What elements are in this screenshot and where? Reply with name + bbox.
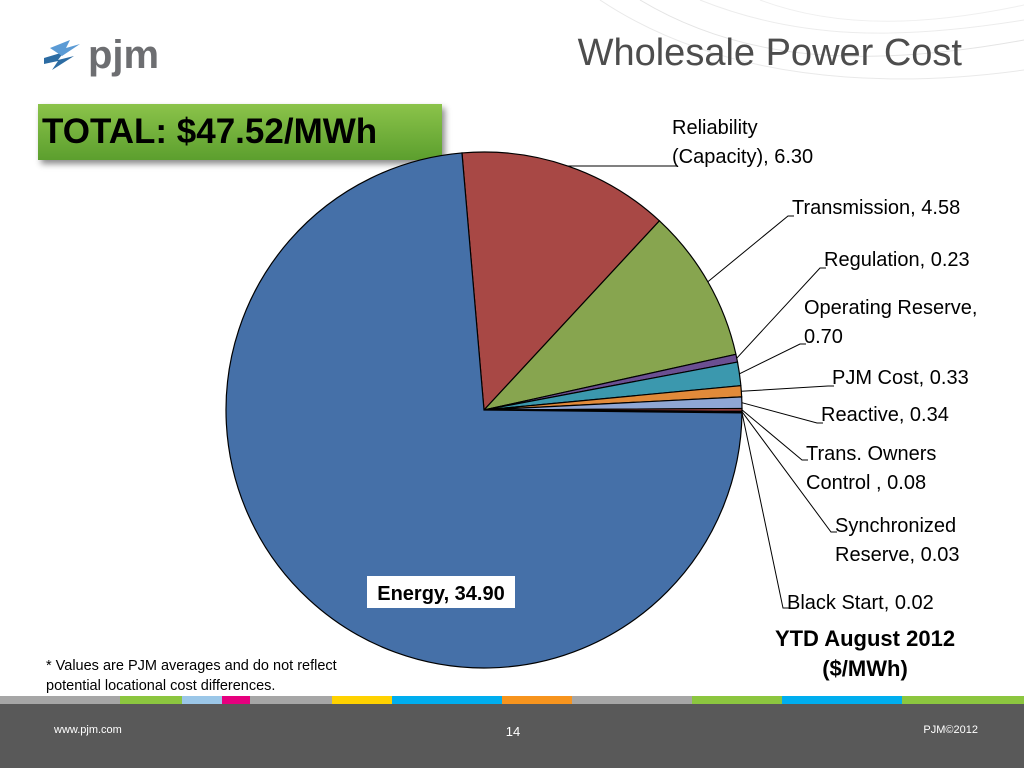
stripe-segment xyxy=(120,696,182,704)
pie-slice-reliability-capacity xyxy=(461,151,661,412)
data-label-reactive: Reactive, 0.34 xyxy=(821,404,949,426)
data-label-trans-owners-control: Trans. Owners Control , 0.08 xyxy=(806,443,936,494)
stripe-segment xyxy=(502,696,572,704)
total-banner: TOTAL: $47.52/MWh xyxy=(38,104,442,160)
data-label-energy: Energy, 34.90 xyxy=(367,576,515,608)
caption-line-2: ($/MWh) xyxy=(822,656,908,681)
leader-line xyxy=(741,412,789,609)
stripe-segment xyxy=(782,696,902,704)
data-label-transmission: Transmission, 4.58 xyxy=(792,197,960,219)
leader-line xyxy=(707,215,794,283)
page-number: 14 xyxy=(505,724,521,739)
leader-line xyxy=(741,409,808,461)
data-label-pjm-cost: PJM Cost, 0.33 xyxy=(832,367,969,389)
caption-line-1: YTD August 2012 xyxy=(774,626,956,651)
leader-line xyxy=(739,343,806,375)
stripe-segment xyxy=(692,696,782,704)
stripe-segment xyxy=(902,696,1024,704)
pie-chart: Reliability (Capacity), 6.30 Transmission,… xyxy=(225,117,977,669)
footer-url[interactable]: www.pjm.com xyxy=(54,724,122,736)
stripe-segment xyxy=(222,696,250,704)
leader-line xyxy=(736,267,826,359)
color-stripe xyxy=(0,696,1024,704)
chart-caption: YTD August 2012 ($/MWh) xyxy=(760,624,970,684)
leader-line xyxy=(741,402,823,424)
logo-text: pjm xyxy=(88,33,159,77)
data-label-operating-reserve: Operating Reserve, 0.70 xyxy=(804,297,977,348)
data-label-regulation: Regulation, 0.23 xyxy=(824,249,970,271)
footer-copyright: PJM©2012 xyxy=(923,724,978,736)
footnote-line-1: * Values are PJM averages and do not ref… xyxy=(46,658,337,674)
stripe-segment xyxy=(250,696,332,704)
leader-line xyxy=(741,411,837,533)
pie-slice-energy xyxy=(225,152,743,669)
leader-line xyxy=(741,385,834,392)
stripe-segment xyxy=(182,696,222,704)
data-label-synchronized-reserve: Synchronized Reserve, 0.03 xyxy=(835,515,960,566)
stripe-segment xyxy=(392,696,502,704)
data-label-reliability-capacity: Reliability (Capacity), 6.30 xyxy=(672,117,813,168)
footer-bar: www.pjm.com 14 PJM©2012 xyxy=(0,704,1024,768)
lightning-icon xyxy=(44,40,80,70)
slide-title: Wholesale Power Cost xyxy=(577,32,962,74)
data-label-black-start: Black Start, 0.02 xyxy=(787,592,934,614)
total-label: TOTAL: $47.52/MWh xyxy=(42,112,378,151)
stripe-segment xyxy=(572,696,692,704)
pjm-logo: pjm xyxy=(40,30,190,80)
svg-text:Energy, 34.90: Energy, 34.90 xyxy=(377,583,504,605)
footnote-line-2: potential locational cost differences. xyxy=(46,678,276,694)
footnote: * Values are PJM averages and do not ref… xyxy=(46,656,406,696)
stripe-segment xyxy=(332,696,392,704)
stripe-segment xyxy=(0,696,120,704)
